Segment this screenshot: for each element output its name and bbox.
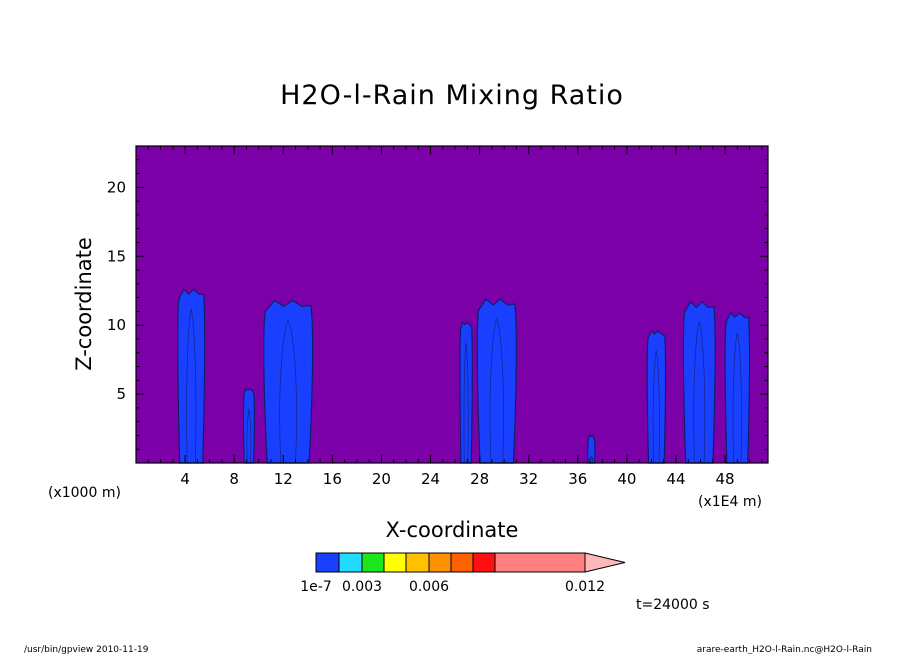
rain-cell-6: [587, 434, 596, 464]
rain-cell-inner-contour: [589, 455, 593, 464]
x-tick-label: 12: [274, 470, 293, 488]
x-axis-ticks: 4 8 12 16 20 24 28 32 36 40 44 48: [147, 146, 763, 488]
y-tick-label: 15: [107, 247, 126, 265]
plot-frame: [135, 145, 769, 464]
time-label: t=24000 s: [636, 597, 710, 613]
colorbar-swatch: [338, 552, 363, 573]
rain-cell-8: [682, 300, 716, 464]
rain-cell-inner-contour: [246, 408, 252, 464]
rain-cell-inner-contour: [652, 350, 660, 464]
colorbar: 1e-7 0.003 0.006 0.012: [300, 552, 626, 595]
rain-cell-7: [646, 329, 667, 464]
colorbar-swatch: [472, 552, 496, 573]
y-tick-label: 10: [107, 316, 126, 334]
rain-cell-2: [242, 387, 255, 464]
rain-cell-4: [459, 321, 473, 464]
plot-background: [136, 146, 768, 463]
x-tick-label: 48: [716, 470, 735, 488]
rain-cell-3: [263, 299, 314, 464]
y-axis-ticks: 5 10 15 20: [107, 159, 768, 450]
colorbar-swatch: [315, 552, 340, 573]
rain-cell-inner-contour: [463, 342, 469, 464]
footer-left-text: /usr/bin/gpview 2010-11-19: [24, 645, 149, 654]
x-tick-label: 8: [229, 470, 239, 488]
y-tick-label: 5: [116, 385, 126, 403]
chart-title: H2O-l-Rain Mixing Ratio: [280, 80, 624, 111]
rain-cells: [177, 288, 751, 464]
rain-cell-inner-contour: [186, 307, 197, 464]
colorbar-extend-arrow: [584, 552, 626, 573]
rain-cell-inner-contour: [489, 317, 504, 464]
footer-right-text: arare-earth_H2O-l-Rain.nc@H2O-l-Rain: [697, 645, 872, 654]
colorbar-swatch: [428, 552, 452, 573]
x-tick-label: 4: [180, 470, 190, 488]
colorbar-swatch: [450, 552, 474, 573]
rain-cell-inner-contour: [732, 332, 742, 464]
colorbar-swatch: [405, 552, 430, 573]
rain-cell-inner-contour: [279, 319, 298, 464]
colorbar-swatch: [361, 552, 385, 573]
colorbar-tick-label: 0.003: [342, 579, 382, 595]
x-unit-right-label: (x1E4 m): [698, 494, 762, 510]
y-tick-label: 20: [107, 178, 126, 196]
x-tick-label: 44: [666, 470, 685, 488]
x-tick-label: 16: [323, 470, 342, 488]
colorbar-tick-label: 0.006: [409, 579, 449, 595]
x-tick-label: 20: [372, 470, 391, 488]
colorbar-swatch: [383, 552, 407, 573]
x-tick-label: 24: [421, 470, 440, 488]
rain-cell-5: [476, 298, 517, 464]
y-axis-title: Z-coordinate: [72, 237, 96, 371]
colorbar-swatch: [494, 552, 586, 573]
x-unit-left-label: (x1000 m): [48, 485, 121, 501]
x-axis-title: X-coordinate: [386, 518, 519, 542]
x-tick-label: 36: [568, 470, 587, 488]
rain-cell-1: [177, 288, 206, 464]
x-tick-label: 28: [470, 470, 489, 488]
rain-cell-9: [724, 311, 751, 464]
colorbar-tick-label: 1e-7: [300, 579, 331, 595]
rain-cell-inner-contour: [693, 320, 706, 464]
x-tick-label: 32: [519, 470, 538, 488]
colorbar-tick-label: 0.012: [565, 579, 605, 595]
x-tick-label: 40: [617, 470, 636, 488]
